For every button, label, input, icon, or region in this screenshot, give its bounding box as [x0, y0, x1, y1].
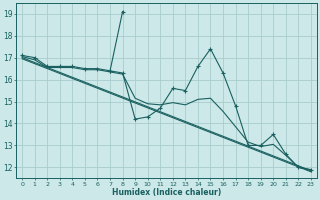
- X-axis label: Humidex (Indice chaleur): Humidex (Indice chaleur): [112, 188, 221, 197]
